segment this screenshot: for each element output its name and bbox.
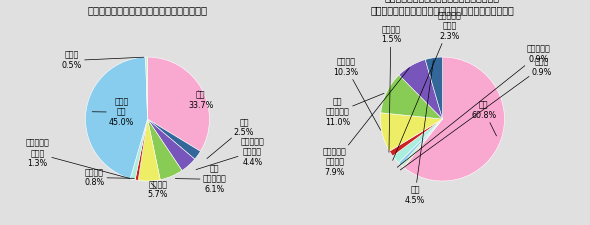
Title: 行政分野別の補助金の状況（平成２５年度）
（生駒駅北口第二地区市街地再開発事業補助金を除く）: 行政分野別の補助金の状況（平成２５年度） （生駒駅北口第二地区市街地再開発事業補… [371, 0, 514, 15]
Wedge shape [404, 57, 504, 181]
Text: 防災・安全
・人権
1.3%: 防災・安全 ・人権 1.3% [25, 139, 130, 178]
Wedge shape [148, 119, 201, 159]
Wedge shape [130, 119, 148, 180]
Wedge shape [389, 119, 442, 156]
Text: 自治振興・
地域活動
7.9%: 自治振興・ 地域活動 7.9% [323, 68, 409, 177]
Text: その他
0.5%: その他 0.5% [61, 51, 144, 70]
Text: 農業振興
0.8%: 農業振興 0.8% [84, 168, 134, 187]
Wedge shape [393, 119, 442, 163]
Text: 福祉
33.7%: 福祉 33.7% [188, 90, 214, 110]
Text: 自治振興・
地域活動
4.4%: 自治振興・ 地域活動 4.4% [196, 137, 264, 170]
Wedge shape [399, 119, 442, 165]
Wedge shape [381, 113, 442, 151]
Text: 環境
・緑化推進
6.1%: 環境 ・緑化推進 6.1% [175, 164, 227, 194]
Wedge shape [399, 60, 442, 119]
Text: 農業振興
1.5%: 農業振興 1.5% [381, 25, 401, 152]
Wedge shape [135, 119, 148, 180]
Wedge shape [401, 119, 442, 167]
Wedge shape [148, 119, 182, 180]
Text: 住宅・開発
0.9%: 住宅・開発 0.9% [397, 45, 551, 167]
Wedge shape [148, 57, 209, 151]
Wedge shape [381, 75, 442, 119]
Text: 教育
4.5%: 教育 4.5% [405, 61, 434, 205]
Text: 教育
2.5%: 教育 2.5% [207, 118, 254, 159]
Wedge shape [146, 57, 148, 119]
Text: 福祉
60.8%: 福祉 60.8% [471, 101, 497, 136]
Wedge shape [138, 119, 160, 181]
Text: 住宅・
開発
45.0%: 住宅・ 開発 45.0% [92, 97, 135, 127]
Text: 防災・安全
・人権
2.3%: 防災・安全 ・人権 2.3% [393, 11, 461, 160]
Text: 経済振興
5.7%: 経済振興 5.7% [148, 180, 168, 199]
Wedge shape [148, 119, 195, 171]
Wedge shape [86, 57, 148, 179]
Title: 行政分野別の補助金の状況（平成２５年度）: 行政分野別の補助金の状況（平成２５年度） [87, 5, 208, 15]
Text: 環境
・緑化推進
11.0%: 環境 ・緑化推進 11.0% [325, 93, 384, 127]
Text: その他
0.9%: その他 0.9% [400, 58, 552, 170]
Wedge shape [425, 57, 442, 119]
Text: 経済振興
10.3%: 経済振興 10.3% [333, 58, 381, 130]
